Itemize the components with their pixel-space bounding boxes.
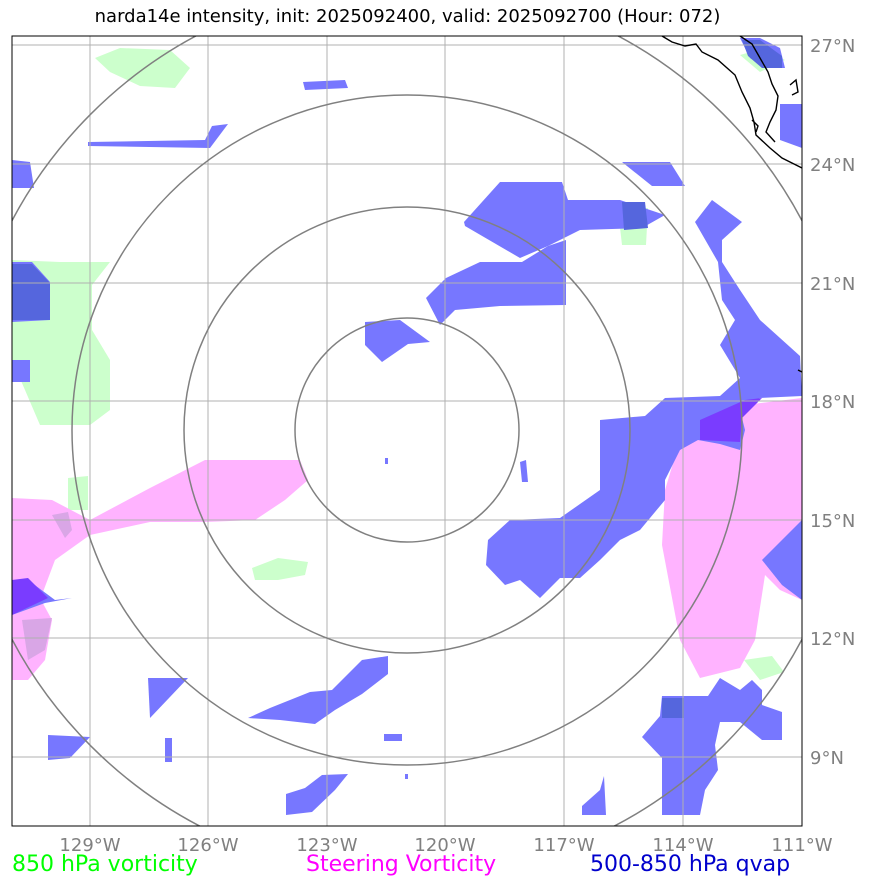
qvap-patch [248,656,388,724]
qvap-dark-patch [662,698,684,718]
overlap-patch [22,618,52,660]
steering-vorticity-patch [12,460,308,620]
qvap-patch [622,162,685,186]
map-frame [11,35,803,827]
latitude-labels: 27°N 24°N 21°N 18°N 15°N 12°N 9°N [810,36,855,769]
qvap-patch [385,458,388,464]
overlap-patch [700,398,762,442]
longitude-labels: 129°W 126°W 123°W 120°W 117°W 114°W 111°… [59,835,832,856]
lon-label: 111°W [771,835,832,856]
legend-850-vorticity: 850 hPa vorticity [12,852,198,877]
overlap-patch [12,578,48,615]
qvap-patch [384,734,402,741]
qvap-dark-patch [742,40,782,68]
map-title: narda14e intensity, init: 2025092400, va… [94,6,721,27]
qvap-patch [365,320,430,362]
lat-label: 12°N [810,629,855,650]
qvap-patch [486,200,802,598]
qvap-patch [582,776,606,815]
range-rings [12,36,802,826]
qvap-overlap-layer [12,40,782,718]
legend-steering-vorticity: Steering Vorticity [306,852,497,877]
qvap-patch [165,738,172,762]
lon-label: 126°W [177,835,238,856]
qvap-patch [762,520,802,600]
vorticity-patch [744,656,784,680]
qvap-dark-patch [12,264,50,320]
lat-label: 15°N [810,511,855,532]
qvap-patch [286,774,348,815]
steering-vorticity-patch [662,398,802,678]
qvap-patch [88,124,228,148]
qvap-patch [780,104,802,148]
lon-label: 120°W [414,835,475,856]
qvap-patch [12,160,34,188]
lat-label: 9°N [810,748,844,769]
qvap-patch [148,678,188,718]
qvap-patch [12,360,30,382]
qvap-patch [48,735,90,760]
lon-label: 129°W [59,835,120,856]
qvap-dark-patch [622,202,648,230]
lon-label: 123°W [296,835,357,856]
coastline [661,35,803,373]
qvap-patch [303,80,348,90]
lat-label: 27°N [810,36,855,57]
lon-label: 117°W [533,835,594,856]
lon-label: 114°W [652,835,713,856]
range-ring [294,317,520,543]
range-ring [183,206,631,654]
lat-label: 24°N [810,155,855,176]
vorticity-patch [252,558,308,580]
overlap-patch [52,512,72,538]
vorticity-patch [95,48,190,88]
gridlines [12,36,802,826]
lat-label: 21°N [810,274,855,295]
qvap-patch [520,460,528,482]
range-ring [71,94,743,766]
qvap-patch [405,774,408,779]
legend-qvap: 500-850 hPa qvap [590,852,791,877]
lat-label: 18°N [810,392,855,413]
